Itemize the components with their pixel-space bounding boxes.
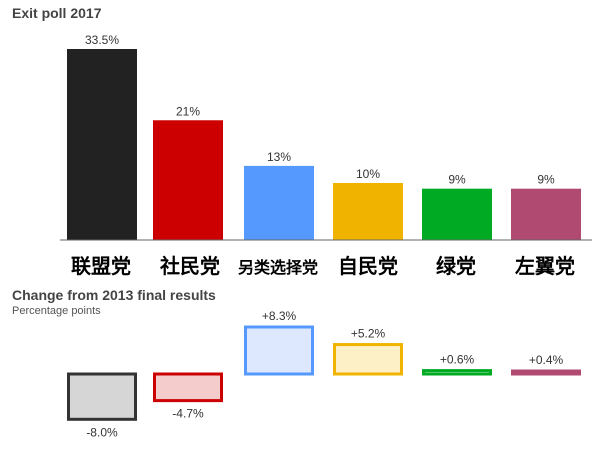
change-bar-6 bbox=[511, 369, 581, 376]
party-label: 社民党 bbox=[159, 254, 220, 278]
change-bar-5 bbox=[422, 369, 492, 376]
change-bar-3 bbox=[244, 325, 314, 376]
party-label: 联盟党 bbox=[71, 254, 131, 278]
chart-title-exit-poll: Exit poll 2017 bbox=[12, 5, 102, 21]
change-value-label: -4.7% bbox=[172, 407, 204, 421]
change-bar-2 bbox=[153, 372, 223, 403]
exit-poll-bar-5 bbox=[422, 188, 492, 240]
exit-poll-bar-4 bbox=[333, 182, 403, 240]
exit-poll-bar-2 bbox=[153, 120, 223, 240]
change-value-label: +0.6% bbox=[440, 353, 475, 367]
change-value-label: +0.4% bbox=[529, 353, 564, 367]
change-value-labels: -8.0% -4.7% +8.3% +5.2% +0.6% +0.4% bbox=[86, 309, 563, 439]
change-value-label: +5.2% bbox=[351, 327, 386, 341]
party-label: 另类选择党 bbox=[238, 258, 318, 277]
party-label: 左翼党 bbox=[515, 254, 575, 278]
exit-poll-value-label: 9% bbox=[537, 173, 555, 187]
exit-poll-bar-3 bbox=[244, 165, 314, 240]
exit-poll-value-labels: 33.5% 21% 13% 10% 9% 9% bbox=[85, 33, 555, 187]
exit-poll-bars bbox=[67, 49, 581, 240]
exit-poll-value-label: 10% bbox=[356, 167, 380, 181]
party-category-labels: 联盟党 社民党 另类选择党 自民党 绿党 左翼党 bbox=[71, 254, 575, 278]
change-value-label: -8.0% bbox=[86, 425, 118, 439]
party-label: 自民党 bbox=[338, 254, 398, 278]
change-bar-4 bbox=[333, 343, 403, 376]
exit-poll-bar-1 bbox=[67, 49, 137, 240]
change-value-label: +8.3% bbox=[262, 309, 297, 323]
change-bars bbox=[67, 325, 581, 421]
party-label: 绿党 bbox=[436, 254, 476, 278]
chart-subtitle-change: Percentage points bbox=[12, 305, 101, 317]
exit-poll-value-label: 33.5% bbox=[85, 33, 119, 47]
exit-poll-value-label: 21% bbox=[176, 104, 200, 118]
chart-title-change: Change from 2013 final results bbox=[12, 287, 216, 303]
exit-poll-value-label: 9% bbox=[448, 173, 466, 187]
change-bar-1 bbox=[67, 372, 137, 421]
exit-poll-bar-6 bbox=[511, 188, 581, 240]
exit-poll-value-label: 13% bbox=[267, 150, 291, 164]
